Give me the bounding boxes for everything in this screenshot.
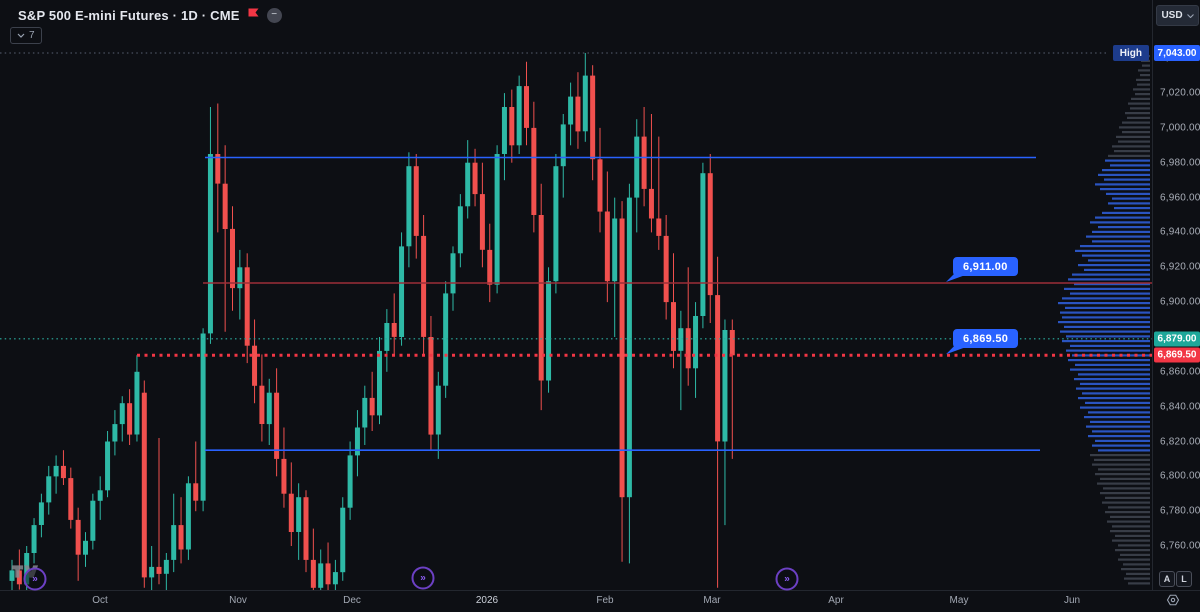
y-axis-tick: 6,900.00 (1160, 296, 1200, 308)
high-annotation-badge: High (1112, 45, 1149, 61)
x-axis-label: Jun (1063, 595, 1081, 606)
x-axis-label: Mar (703, 595, 721, 606)
y-axis-tick: 6,840.00 (1160, 401, 1200, 413)
y-axis-tick: 6,960.00 (1160, 192, 1200, 204)
indicator-count-toggle[interactable]: 7 (10, 27, 42, 44)
chart-canvas[interactable]: High 6,911.00 6,869.50 (0, 0, 1152, 590)
auto-scale-button[interactable]: A (1159, 571, 1175, 587)
symbol-title: S&P 500 E-mini Futures · 1D · CME (18, 7, 240, 23)
log-scale-button[interactable]: L (1176, 571, 1192, 587)
flag-icon[interactable] (247, 6, 260, 24)
currency-label: USD (1161, 10, 1183, 21)
x-axis-label: Oct (92, 595, 108, 606)
chevron-down-icon (17, 30, 25, 41)
x-axis-label: Dec (343, 595, 361, 606)
x-axis-label: Nov (229, 595, 247, 606)
price-callout[interactable]: 6,911.00 (953, 257, 1018, 276)
y-axis-tick: 6,820.00 (1160, 436, 1200, 447)
x-axis-label: Apr (828, 595, 844, 606)
price-axis[interactable]: 7,040.007,020.007,000.006,980.006,960.00… (1152, 0, 1200, 590)
y-axis-tick: 6,940.00 (1160, 226, 1200, 238)
x-axis-label: Feb (596, 595, 614, 606)
time-axis[interactable]: Oct Nov Dec 2026 Feb Mar Apr May Jun (0, 590, 1200, 611)
indicator-count: 7 (29, 30, 35, 41)
y-axis-tick: 6,860.00 (1160, 366, 1200, 378)
candles (9, 53, 735, 590)
replay-arrow-icon[interactable]: » (411, 566, 435, 590)
symbol-legend[interactable]: S&P 500 E-mini Futures · 1D · CME − (18, 6, 282, 24)
replay-arrow-icon[interactable]: » (775, 567, 799, 591)
replay-arrow-icon[interactable]: » (23, 567, 47, 591)
y-axis-tick: 7,020.00 (1160, 87, 1200, 99)
high-price-badge: 7,043.00 (1154, 45, 1200, 61)
y-axis-tick: 6,920.00 (1160, 261, 1200, 273)
y-axis-tick: 6,980.00 (1160, 157, 1200, 169)
y-axis-tick: 7,000.00 (1160, 122, 1200, 134)
x-axis-label: 2026 (475, 595, 499, 606)
axis-price-badge: 6,879.00 (1154, 331, 1200, 347)
y-axis-tick: 6,760.00 (1160, 540, 1200, 552)
chevron-down-icon (1186, 10, 1194, 21)
currency-dropdown[interactable]: USD (1156, 5, 1199, 26)
gear-icon[interactable] (1166, 593, 1180, 607)
y-axis-tick: 6,780.00 (1160, 505, 1200, 517)
hide-indicator-icon[interactable]: − (266, 7, 282, 23)
y-axis-tick: 6,800.00 (1160, 470, 1200, 482)
x-axis-label: May (949, 595, 969, 606)
candlestick-chart (0, 52, 1152, 590)
axis-price-badge: 6,869.50 (1154, 347, 1200, 363)
price-callout[interactable]: 6,869.50 (953, 329, 1019, 348)
